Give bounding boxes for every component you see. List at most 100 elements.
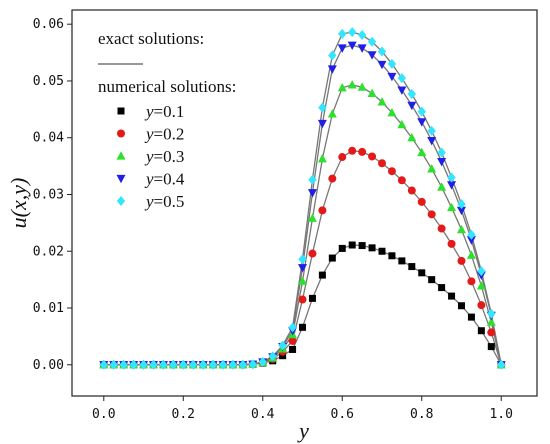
data-point-series-5 <box>308 174 317 185</box>
data-point-series-1 <box>289 345 297 353</box>
data-point-series-5 <box>288 322 297 333</box>
data-point-series-3 <box>307 213 317 222</box>
data-point-series-5 <box>139 359 148 370</box>
data-point-series-5 <box>149 359 158 370</box>
data-point-series-1 <box>328 254 336 262</box>
data-point-series-4 <box>427 136 437 146</box>
data-point-series-5 <box>248 359 258 370</box>
data-point-series-3 <box>298 276 308 285</box>
data-point-series-1 <box>398 257 406 265</box>
y-tick-label: 0.04 <box>33 131 64 146</box>
data-point-series-2 <box>318 206 327 215</box>
data-point-series-4 <box>447 181 457 190</box>
data-point-series-2 <box>407 186 416 195</box>
data-point-series-3 <box>357 82 367 91</box>
data-point-series-5 <box>198 359 208 370</box>
data-point-series-2 <box>338 153 347 162</box>
legend-marker <box>117 129 125 138</box>
data-point-series-5 <box>457 199 466 210</box>
data-point-series-5 <box>238 359 248 370</box>
y-axis-ticks: 0.00 0.01 0.02 0.03 0.04 0.05 0.06 <box>33 17 72 373</box>
data-point-series-1 <box>428 276 436 284</box>
data-point-series-5 <box>258 356 267 367</box>
data-point-series-1 <box>438 284 446 292</box>
data-point-series-3 <box>437 182 447 191</box>
data-point-series-5 <box>189 359 198 370</box>
legend-marker <box>116 151 126 160</box>
data-point-series-5 <box>367 36 377 47</box>
data-point-series-5 <box>179 359 188 370</box>
data-point-series-2 <box>477 301 486 310</box>
x-tick-label: 0.0 <box>92 407 115 422</box>
x-tick-label: 1.0 <box>489 407 512 422</box>
data-point-series-3 <box>397 119 407 129</box>
data-point-series-5 <box>278 340 287 351</box>
data-point-series-4 <box>357 44 367 53</box>
legend-series-label: y=0.4 <box>144 170 185 189</box>
data-point-series-2 <box>378 159 386 168</box>
data-point-series-3 <box>417 147 427 157</box>
data-point-series-5 <box>417 106 426 117</box>
legend: exact solutions: numerical solutions: y=… <box>98 29 236 211</box>
legend-series-label: y=0.5 <box>144 192 184 211</box>
y-tick-label: 0.02 <box>33 244 64 259</box>
data-point-series-3 <box>377 97 387 106</box>
data-point-series-4 <box>367 51 377 60</box>
data-point-series-2 <box>298 295 307 304</box>
data-point-series-4 <box>298 264 308 273</box>
y-tick-label: 0.06 <box>33 17 64 32</box>
data-point-series-4 <box>466 236 476 245</box>
data-point-series-2 <box>447 239 456 248</box>
data-point-series-3 <box>447 202 457 212</box>
data-point-series-2 <box>417 197 426 206</box>
data-point-series-1 <box>418 269 426 277</box>
legend-exact-label: exact solutions: <box>98 29 204 48</box>
y-axis-title: u(x,y) <box>6 178 31 229</box>
data-point-series-4 <box>377 60 387 70</box>
data-point-series-4 <box>387 72 397 82</box>
data-point-series-2 <box>467 277 476 286</box>
legend-marker <box>117 107 125 115</box>
data-point-series-1 <box>318 271 326 279</box>
data-point-series-1 <box>448 292 456 300</box>
data-point-series-1 <box>408 263 416 271</box>
data-point-series-3 <box>456 224 466 234</box>
data-point-series-2 <box>397 176 406 185</box>
data-point-series-5 <box>99 359 108 370</box>
plot-frame <box>71 9 538 397</box>
data-point-series-5 <box>407 89 417 100</box>
data-point-series-2 <box>437 224 446 233</box>
data-point-series-5 <box>169 359 178 370</box>
data-point-series-4 <box>347 41 357 50</box>
data-point-series-5 <box>387 58 397 69</box>
data-point-series-1 <box>299 323 307 331</box>
legend-numerical-label: numerical solutions: <box>98 77 236 96</box>
data-point-series-1 <box>487 343 495 351</box>
data-point-series-2 <box>387 167 396 176</box>
data-point-series-5 <box>357 29 367 40</box>
data-point-series-2 <box>348 146 357 155</box>
data-point-series-1 <box>368 244 376 252</box>
data-point-series-2 <box>427 210 436 219</box>
x-tick-label: 0.2 <box>172 407 195 422</box>
data-point-series-5 <box>437 147 446 158</box>
data-point-series-5 <box>497 359 506 370</box>
data-point-series-4 <box>307 189 317 198</box>
data-point-series-5 <box>477 266 486 277</box>
legend-series-label: y=0.2 <box>144 125 184 144</box>
data-point-series-3 <box>347 80 357 89</box>
data-point-series-3 <box>317 153 327 163</box>
data-point-series-5 <box>377 46 387 57</box>
data-point-series-5 <box>208 359 218 370</box>
data-point-series-5 <box>268 351 277 362</box>
data-point-series-5 <box>129 359 138 370</box>
data-point-series-3 <box>427 164 437 173</box>
data-point-series-2 <box>368 152 377 161</box>
data-point-series-5 <box>427 125 436 136</box>
data-point-series-1 <box>308 294 316 302</box>
data-point-series-1 <box>348 241 356 249</box>
data-point-series-3 <box>337 82 347 92</box>
data-point-series-5 <box>119 359 128 370</box>
legend-series-label: y=0.1 <box>144 102 184 121</box>
